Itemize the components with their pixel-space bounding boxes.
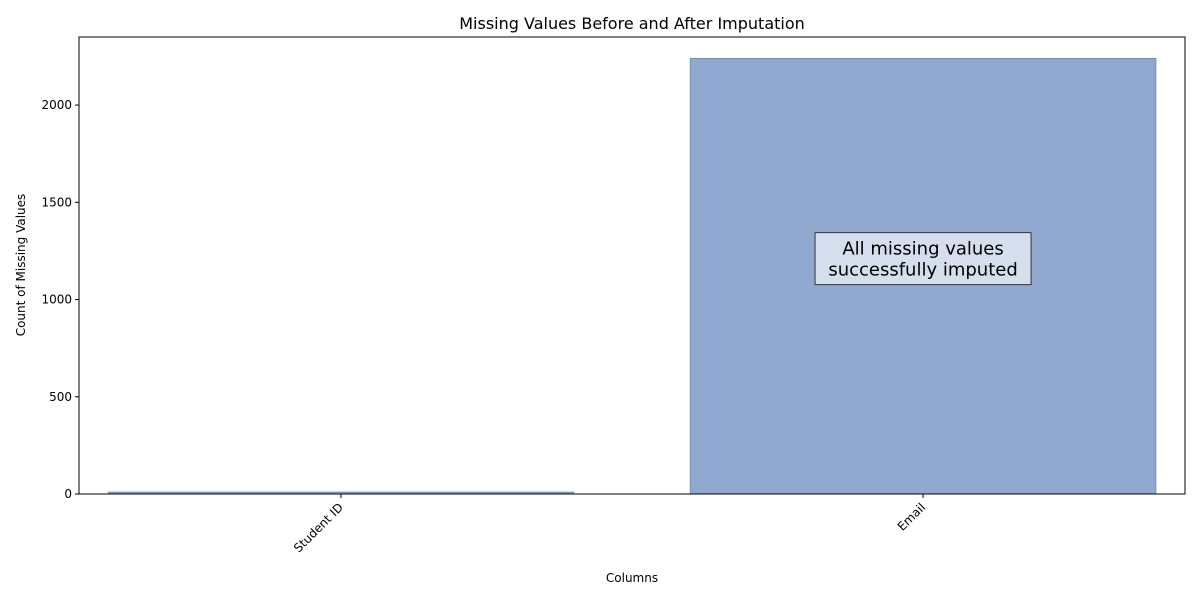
y-tick-label: 0: [64, 487, 72, 501]
y-axis: 0 500 1000 1500 2000: [41, 98, 79, 501]
x-axis: Student ID Email: [291, 494, 928, 555]
x-axis-label: Columns: [606, 571, 658, 585]
x-tick-label: Email: [895, 500, 928, 533]
y-tick-label: 1000: [41, 293, 72, 307]
y-tick-label: 1500: [41, 195, 72, 209]
annotation-text-line: successfully imputed: [828, 260, 1017, 281]
plot-frame: [78, 36, 1186, 495]
y-tick-label: 500: [49, 390, 72, 404]
x-tick-label: Student ID: [291, 500, 346, 555]
annotation-background: [814, 232, 1032, 286]
annotation-text-line: All missing values: [842, 239, 1003, 260]
y-axis-label: Count of Missing Values: [14, 194, 28, 337]
chart-title: Missing Values Before and After Imputati…: [459, 14, 805, 33]
y-tick-label: 2000: [41, 98, 72, 112]
